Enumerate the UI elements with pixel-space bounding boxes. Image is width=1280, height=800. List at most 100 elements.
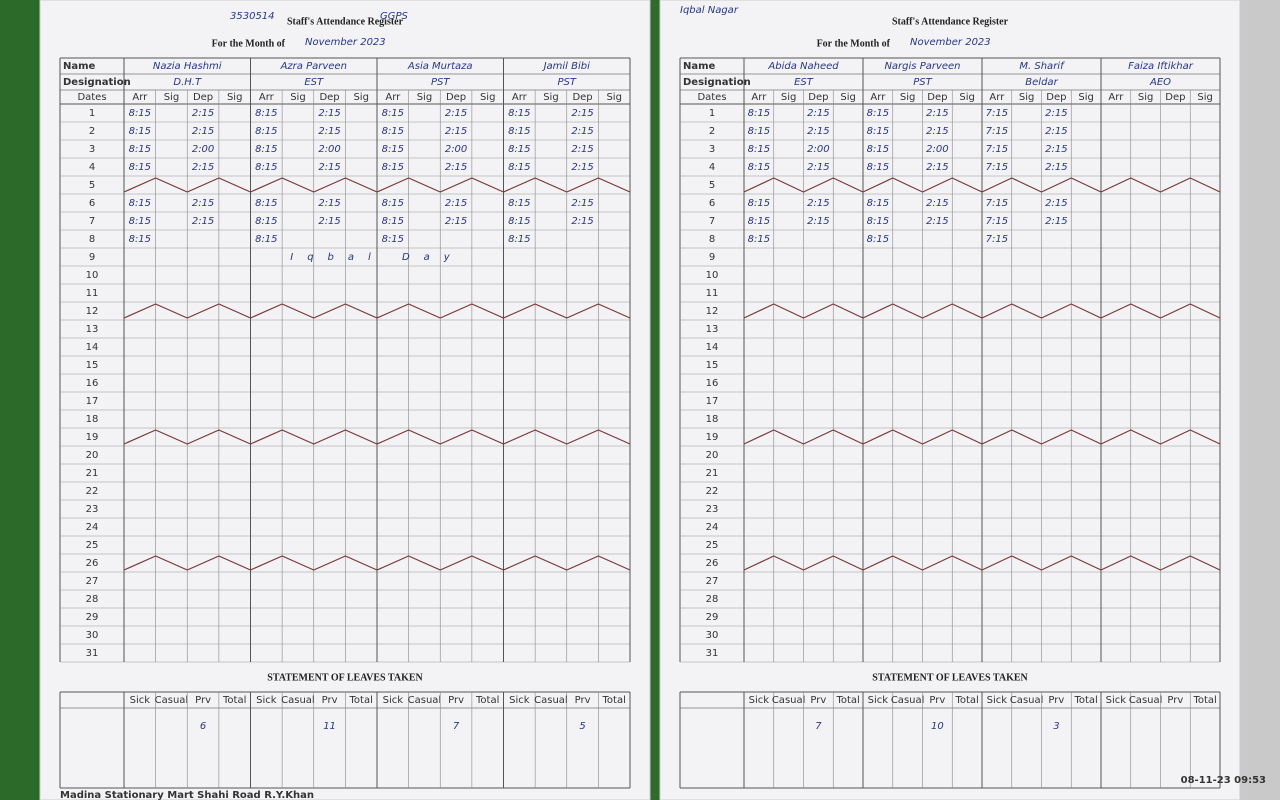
date: 14 bbox=[86, 342, 99, 353]
leave-column-head: Casual bbox=[281, 695, 315, 706]
date: 24 bbox=[86, 522, 99, 533]
prv-leaves: 3 bbox=[1053, 721, 1059, 732]
date: 8 bbox=[89, 234, 95, 245]
date: 11 bbox=[86, 288, 99, 299]
column-head: Sig bbox=[1078, 92, 1093, 103]
leave-column-head: Sick bbox=[509, 695, 530, 706]
note-school: GGPS bbox=[380, 11, 409, 22]
departure-time: 2:15 bbox=[807, 198, 829, 209]
staff-name: Faiza Iftikhar bbox=[1128, 61, 1194, 72]
note-code: 3530514 bbox=[230, 11, 275, 22]
arrival-time: 7:15 bbox=[986, 144, 1008, 155]
column-head: Sig bbox=[900, 92, 915, 103]
column-head: Sig bbox=[1197, 92, 1212, 103]
date: 31 bbox=[706, 648, 719, 659]
column-head: Sig bbox=[480, 92, 495, 103]
leave-column-head: Sick bbox=[256, 695, 277, 706]
departure-time: 2:15 bbox=[192, 108, 214, 119]
arrival-time: 8:15 bbox=[382, 144, 404, 155]
leave-column-head: Total bbox=[835, 695, 859, 706]
month-label: For the Month of bbox=[212, 38, 286, 49]
departure-time: 2:15 bbox=[445, 162, 467, 173]
leave-column-head: Total bbox=[222, 695, 246, 706]
date: 30 bbox=[706, 630, 719, 641]
date: 12 bbox=[706, 306, 719, 317]
departure-time: 2:15 bbox=[445, 216, 467, 227]
leave-column-head: Sick bbox=[987, 695, 1008, 706]
departure-time: 2:00 bbox=[192, 144, 214, 155]
arrival-time: 8:15 bbox=[382, 234, 404, 245]
arrival-time: 8:15 bbox=[867, 216, 889, 227]
leave-column-head: Prv bbox=[1167, 695, 1183, 706]
date: 6 bbox=[89, 198, 95, 209]
date: 4 bbox=[709, 162, 715, 173]
arrival-time: 8:15 bbox=[129, 126, 151, 137]
staff-name: Abida Naheed bbox=[767, 61, 839, 72]
table-surface bbox=[0, 0, 40, 800]
date: 5 bbox=[89, 180, 95, 191]
leave-column-head: Total bbox=[602, 695, 626, 706]
staff-name: Azra Parveen bbox=[280, 61, 347, 72]
date: 3 bbox=[709, 144, 715, 155]
prv-leaves: 7 bbox=[453, 721, 460, 732]
leave-column-head: Prv bbox=[448, 695, 464, 706]
off-day-zigzag bbox=[743, 429, 1221, 445]
arrival-time: 8:15 bbox=[748, 162, 770, 173]
leave-column-head: Total bbox=[1192, 695, 1216, 706]
staff-name: Jamil Bibi bbox=[542, 61, 591, 72]
arrival-time: 8:15 bbox=[129, 162, 151, 173]
date: 5 bbox=[709, 180, 715, 191]
arrival-time: 8:15 bbox=[382, 162, 404, 173]
departure-time: 2:15 bbox=[1045, 216, 1067, 227]
column-head: Sig bbox=[164, 92, 179, 103]
leave-column-head: Prv bbox=[810, 695, 826, 706]
departure-time: 2:15 bbox=[807, 126, 829, 137]
leave-column-head: Total bbox=[349, 695, 373, 706]
staff-designation: PST bbox=[558, 77, 577, 88]
date: 23 bbox=[706, 504, 719, 515]
column-head: Dep bbox=[446, 92, 466, 103]
leaves-title: STATEMENT OF LEAVES TAKEN bbox=[267, 672, 423, 683]
staff-designation: EST bbox=[794, 77, 814, 88]
leave-column-head: Total bbox=[954, 695, 978, 706]
arrival-time: 7:15 bbox=[986, 234, 1008, 245]
departure-time: 2:15 bbox=[1045, 162, 1067, 173]
departure-time: 2:15 bbox=[571, 144, 593, 155]
staff-designation: AEO bbox=[1149, 77, 1171, 88]
date: 27 bbox=[706, 576, 719, 587]
leave-column-head: Prv bbox=[322, 695, 338, 706]
column-head: Arr bbox=[870, 92, 886, 103]
column-head: Arr bbox=[132, 92, 148, 103]
column-head: Dep bbox=[808, 92, 828, 103]
departure-time: 2:15 bbox=[318, 216, 340, 227]
column-head: Arr bbox=[1108, 92, 1124, 103]
date: 27 bbox=[86, 576, 99, 587]
month: November 2023 bbox=[910, 37, 991, 48]
departure-time: 2:15 bbox=[1045, 144, 1067, 155]
date: 12 bbox=[86, 306, 99, 317]
staff-name: Nazia Hashmi bbox=[153, 61, 222, 72]
date: 6 bbox=[709, 198, 715, 209]
date: 16 bbox=[706, 378, 719, 389]
departure-time: 2:15 bbox=[318, 108, 340, 119]
leave-column-head: Prv bbox=[1048, 695, 1064, 706]
column-head: Sig bbox=[606, 92, 621, 103]
arrival-time: 7:15 bbox=[986, 216, 1008, 227]
departure-time: 2:15 bbox=[1045, 198, 1067, 209]
departure-time: 2:15 bbox=[318, 126, 340, 137]
leave-column-head: Sick bbox=[868, 695, 889, 706]
date: 30 bbox=[86, 630, 99, 641]
departure-time: 2:15 bbox=[807, 162, 829, 173]
departure-time: 2:15 bbox=[926, 162, 948, 173]
date: 4 bbox=[89, 162, 95, 173]
departure-time: 2:15 bbox=[1045, 126, 1067, 137]
column-head: Sig bbox=[840, 92, 855, 103]
arrival-time: 8:15 bbox=[129, 198, 151, 209]
arrival-time: 8:15 bbox=[382, 198, 404, 209]
arrival-time: 8:15 bbox=[867, 162, 889, 173]
arrival-time: 8:15 bbox=[867, 126, 889, 137]
arrival-time: 8:15 bbox=[255, 234, 277, 245]
staff-name: Asia Murtaza bbox=[407, 61, 473, 72]
designation-label: Designation bbox=[683, 77, 751, 88]
